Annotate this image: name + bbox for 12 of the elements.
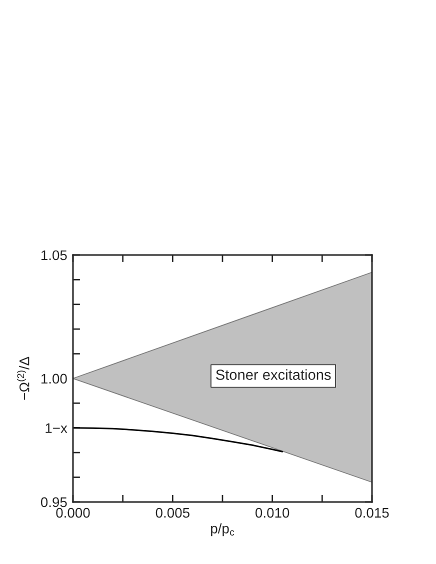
line-series	[72, 427, 284, 452]
annotation: Stoner excitations	[216, 369, 331, 380]
y-tick-label: 0.95	[40, 497, 67, 508]
x-tick-label: 0.015	[355, 508, 389, 518]
x-tick-label: 0.010	[255, 508, 290, 518]
y-tick-label: 1.05	[41, 250, 67, 260]
y-tick-label: 1−x	[46, 423, 68, 433]
x-tick-label: 0.000	[56, 508, 90, 518]
x-axis-title: p/p$_{c}$	[211, 523, 234, 536]
x-tick-label: 0.005	[156, 508, 190, 518]
y-axis-title: −Ω$^{(2)}$/Δ	[16, 356, 30, 400]
y-tick-label: 1.00	[41, 374, 67, 384]
